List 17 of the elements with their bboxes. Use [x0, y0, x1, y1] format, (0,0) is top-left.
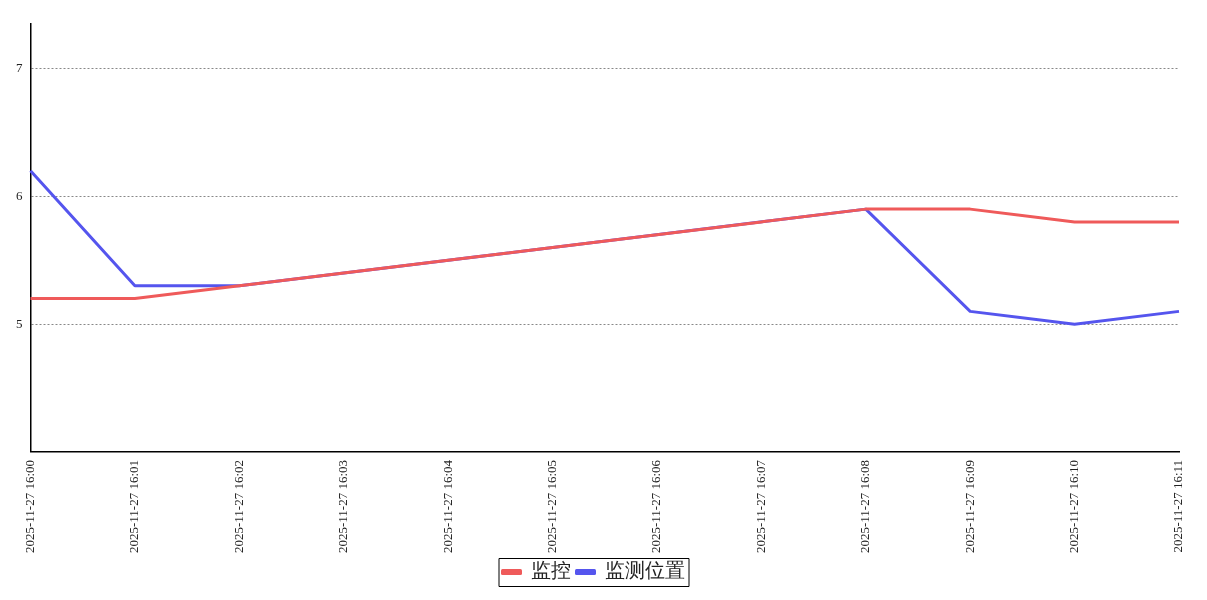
x-tick-label: 2025-11-27 16:08	[857, 459, 873, 554]
x-tick-label: 2025-11-27 16:03	[335, 459, 351, 554]
x-tick-label: 2025-11-27 16:11	[1170, 459, 1186, 553]
x-tick-label: 2025-11-27 16:10	[1066, 459, 1082, 554]
y-tick-label: 7	[16, 59, 23, 75]
legend-label: 监控	[530, 559, 571, 582]
x-tick-label: 2025-11-27 16:01	[126, 459, 142, 554]
x-tick-label: 2025-11-27 16:04	[439, 459, 455, 554]
y-tick-label: 5	[16, 315, 23, 331]
legend-label: 监测位置	[604, 559, 685, 582]
x-tick-label: 2025-11-27 16:07	[752, 459, 768, 554]
x-tick-label: 2025-11-27 16:09	[961, 459, 977, 554]
x-tick-label: 2025-11-27 16:02	[230, 459, 246, 554]
y-tick-label: 6	[16, 187, 23, 203]
x-tick-label: 2025-11-27 16:05	[543, 459, 559, 554]
x-tick-label: 2025-11-27 16:06	[648, 459, 664, 554]
x-tick-label: 2025-11-27 16:00	[21, 459, 37, 554]
